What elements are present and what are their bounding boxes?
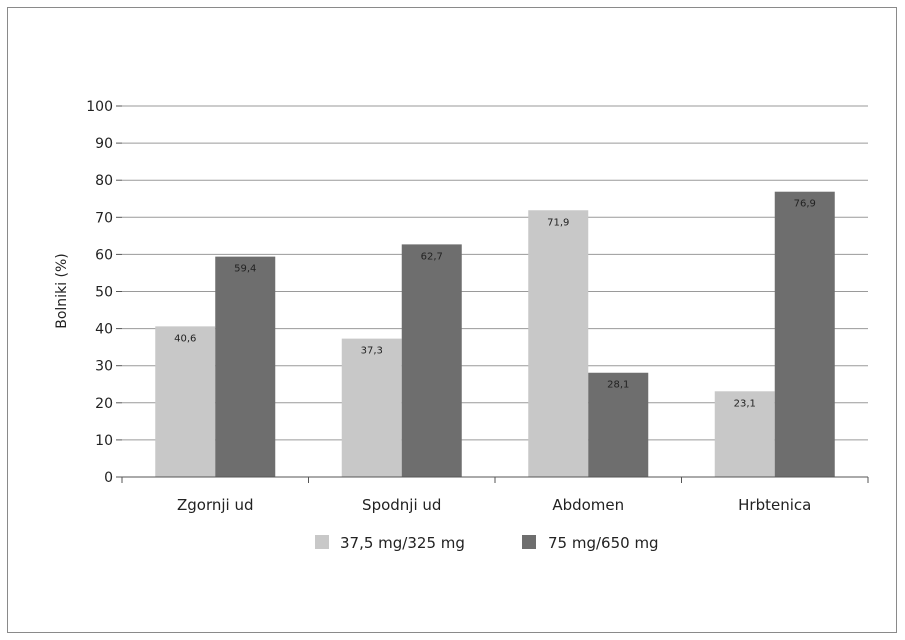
y-tick-label: 100 — [86, 99, 113, 115]
bar-value-label: 71,9 — [547, 217, 569, 228]
x-category-label: Zgornji ud — [177, 496, 254, 514]
x-category-label: Hrbtenica — [738, 496, 811, 514]
bars — [155, 191, 835, 478]
y-tick-label: 60 — [95, 247, 113, 263]
y-tick-label: 0 — [104, 470, 113, 486]
y-tick-label: 30 — [95, 359, 113, 375]
bar-2 — [401, 244, 462, 477]
x-category-label: Abdomen — [552, 496, 624, 514]
bar-2 — [215, 256, 276, 477]
y-tick-label: 40 — [95, 322, 113, 338]
bar-value-label: 37,3 — [361, 346, 383, 357]
y-tick-label: 10 — [95, 433, 113, 449]
bar-value-label: 76,9 — [794, 199, 816, 210]
x-category-label: Spodnji ud — [362, 496, 441, 514]
bar-1 — [155, 326, 216, 477]
y-tick-label: 90 — [95, 136, 113, 152]
bar-value-label: 28,1 — [607, 380, 629, 391]
bar-2 — [774, 191, 835, 478]
x-axis-categories: Zgornji ud Spodnji ud Abdomen Hrbtenica — [121, 477, 869, 514]
legend-swatch — [522, 535, 536, 549]
y-tick-label: 20 — [95, 396, 113, 412]
y-tick-label: 70 — [95, 210, 113, 226]
bar-value-label: 23,1 — [734, 398, 756, 409]
bar-value-label: 62,7 — [421, 251, 443, 262]
bar-2 — [588, 372, 649, 477]
y-tick-label: 50 — [95, 285, 113, 301]
legend: 37,5 mg/325 mg 75 mg/650 mg — [315, 534, 659, 552]
y-axis-ticks: 0 10 20 30 40 50 60 70 80 90 100 — [86, 99, 122, 486]
data-labels: 40,6 59,4 37,3 62,7 71,9 28,1 23,1 76,9 — [174, 199, 816, 410]
bar-1 — [341, 338, 402, 477]
y-tick-label: 80 — [95, 173, 113, 189]
bar-value-label: 40,6 — [174, 333, 196, 344]
bar-value-label: 59,4 — [234, 264, 256, 275]
bar-1 — [528, 210, 589, 477]
y-axis-title: Bolniki (%) — [54, 253, 70, 329]
legend-label: 37,5 mg/325 mg — [340, 534, 465, 552]
legend-label: 75 mg/650 mg — [548, 534, 659, 552]
bar-1 — [714, 391, 775, 477]
legend-swatch — [315, 535, 329, 549]
